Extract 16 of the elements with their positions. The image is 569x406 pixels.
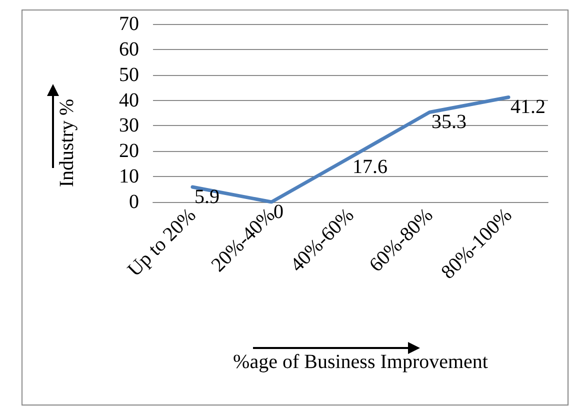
y-tick-label: 10 (119, 166, 139, 188)
y-axis-title: Industry % (56, 98, 78, 188)
y-tick-label: 40 (119, 89, 139, 112)
data-label: 41.2 (510, 96, 546, 118)
y-tick-label: 0 (129, 191, 139, 213)
y-tick-label: 30 (119, 114, 139, 137)
data-label: 0 (274, 201, 284, 223)
data-label: 35.3 (432, 111, 466, 134)
y-tick-label: 20 (119, 140, 139, 162)
data-label: 5.9 (194, 186, 220, 208)
x-axis-title: %age of Business Improvement (233, 351, 488, 373)
y-tick-label: 60 (119, 38, 139, 60)
line-series (190, 95, 510, 204)
y-tick-label: 50 (119, 64, 139, 86)
data-label: 17.6 (352, 156, 388, 178)
y-tick-label: 70 (119, 13, 139, 35)
